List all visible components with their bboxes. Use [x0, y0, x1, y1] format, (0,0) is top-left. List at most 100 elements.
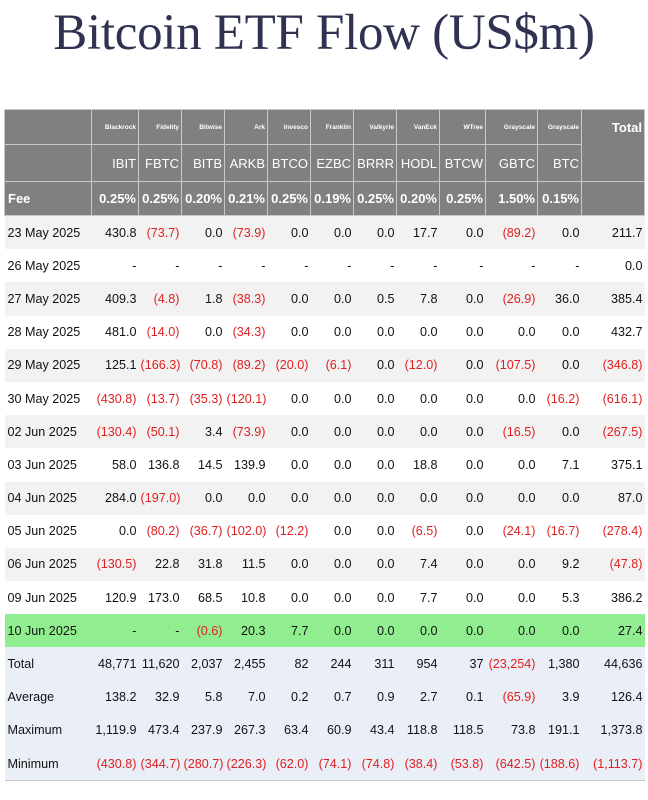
table-row: 09 Jun 2025 120.9 173.0 68.5 10.8 0.0 0.0 0.0 7.…: [4, 581, 645, 615]
flow-cell: -: [138, 249, 182, 283]
flow-cell: 31.8: [181, 547, 225, 582]
flow-cell: 0.0: [310, 415, 354, 449]
flow-cell: 191.1: [537, 713, 582, 747]
flow-cell: 0.0: [267, 547, 311, 582]
flow-cell: 0.0: [396, 315, 440, 349]
flow-cell: 7.8: [396, 282, 440, 316]
row-total: (616.1): [581, 381, 645, 416]
flow-cell: (12.2): [267, 514, 311, 548]
summary-label: Total: [4, 647, 92, 681]
flow-cell: 0.0: [537, 348, 582, 382]
flow-cell: 0.0: [267, 581, 311, 615]
flow-cell: (107.5): [485, 348, 538, 382]
flow-cell: -: [310, 249, 354, 283]
flow-cell: 7.7: [267, 614, 311, 648]
fee-cell: 1.50%: [485, 181, 538, 216]
flow-cell: 14.5: [181, 448, 225, 482]
flow-cell: (26.9): [485, 282, 538, 316]
etf-flow-table: Blackrock Fidelity Bitwise Ark Invesco F…: [4, 109, 645, 782]
flow-cell: 1,119.9: [91, 713, 139, 747]
ticker-header: FBTC: [138, 144, 182, 182]
flow-cell: 120.9: [91, 581, 139, 615]
ticker-header: BRRR: [353, 144, 397, 182]
fee-label: Fee: [4, 181, 92, 216]
flow-cell: -: [91, 249, 139, 283]
flow-cell: 0.0: [310, 381, 354, 416]
flow-cell: 0.0: [439, 282, 486, 316]
fee-cell: 0.20%: [181, 181, 225, 216]
ticker-header: BTCO: [267, 144, 311, 182]
flow-cell: 63.4: [267, 713, 311, 747]
flow-cell: 0.1: [439, 680, 486, 714]
row-date: 26 May 2025: [4, 249, 92, 283]
flow-cell: 0.0: [537, 481, 582, 515]
flow-cell: 118.8: [396, 713, 440, 747]
flow-cell: 409.3: [91, 282, 139, 316]
table-row: 06 Jun 2025 (130.5) 22.8 31.8 11.5 0.0 0.0 0.0 7…: [4, 547, 645, 582]
flow-cell: 0.0: [353, 448, 397, 482]
flow-cell: (102.0): [224, 514, 268, 548]
table-row: 05 Jun 2025 0.0 (80.2) (36.7) (102.0) (12.2) 0…: [4, 514, 645, 548]
table-row: 10 Jun 2025- - (0.6) 20.3 7.7 0.0 0.0 0.0 0.0 0.0…: [4, 614, 645, 648]
flow-cell: 0.0: [353, 514, 397, 548]
fee-cell: 0.25%: [439, 181, 486, 216]
flow-cell: 0.0: [439, 415, 486, 449]
fee-cell: 0.20%: [396, 181, 440, 216]
flow-cell: 0.0: [353, 581, 397, 615]
row-total: 375.1: [581, 448, 645, 482]
flow-cell: 18.8: [396, 448, 440, 482]
flow-cell: 2,037: [181, 647, 225, 681]
issuer-header: Invesco: [267, 109, 311, 145]
issuer-header-blank: [4, 109, 92, 145]
flow-cell: 0.0: [439, 581, 486, 615]
flow-cell: (642.5): [485, 747, 538, 782]
flow-cell: 481.0: [91, 315, 139, 349]
flow-cell: 10.8: [224, 581, 268, 615]
flow-cell: (130.5): [91, 547, 139, 582]
issuer-header-row: Blackrock Fidelity Bitwise Ark Invesco F…: [4, 109, 645, 182]
flow-cell: 0.0: [396, 415, 440, 449]
flow-cell: (53.8): [439, 747, 486, 782]
row-date: 28 May 2025: [4, 315, 92, 349]
flow-cell: 0.0: [310, 448, 354, 482]
row-total: 1,373.8: [581, 713, 645, 747]
flow-cell: -: [181, 249, 225, 283]
flow-cell: 138.2: [91, 680, 139, 714]
flow-cell: 0.0: [353, 215, 397, 250]
flow-cell: 0.0: [485, 315, 538, 349]
fee-cell: 0.25%: [91, 181, 139, 216]
flow-cell: 0.0: [537, 614, 582, 648]
flow-cell: 0.0: [181, 215, 225, 250]
ticker-header: BTCW: [439, 144, 486, 182]
flow-cell: 139.9: [224, 448, 268, 482]
fee-cell: 0.25%: [138, 181, 182, 216]
summary-label: Maximum: [4, 713, 92, 747]
flow-cell: 48,771: [91, 647, 139, 681]
flow-cell: -: [485, 249, 538, 283]
flow-cell: 0.0: [439, 481, 486, 515]
flow-cell: (226.3): [224, 747, 268, 782]
ticker-header: BTC: [537, 144, 582, 182]
flow-cell: (38.3): [224, 282, 268, 316]
row-total: (1,113.7): [581, 747, 645, 782]
row-date: 30 May 2025: [4, 381, 92, 416]
flow-cell: 0.2: [267, 680, 311, 714]
ticker-header: ARKB: [224, 144, 268, 182]
row-date: 29 May 2025: [4, 348, 92, 382]
issuer-header: Franklin: [310, 109, 354, 145]
flow-cell: 11.5: [224, 547, 268, 582]
row-total: 386.2: [581, 581, 645, 615]
flow-cell: 0.0: [353, 348, 397, 382]
flow-cell: (344.7): [138, 747, 182, 782]
flow-cell: 0.0: [181, 315, 225, 349]
flow-cell: 0.0: [310, 581, 354, 615]
flow-cell: 0.0: [353, 614, 397, 648]
flow-cell: 43.4: [353, 713, 397, 747]
flow-cell: 7.0: [224, 680, 268, 714]
flow-cell: (16.7): [537, 514, 582, 548]
flow-cell: 5.3: [537, 581, 582, 615]
flow-cell: (12.0): [396, 348, 440, 382]
flow-cell: -: [396, 249, 440, 283]
table-row: 02 Jun 2025 (130.4) (50.1) 3.4 (73.9) 0.0 0.0 0…: [4, 415, 645, 449]
flow-cell: (73.7): [138, 215, 182, 250]
